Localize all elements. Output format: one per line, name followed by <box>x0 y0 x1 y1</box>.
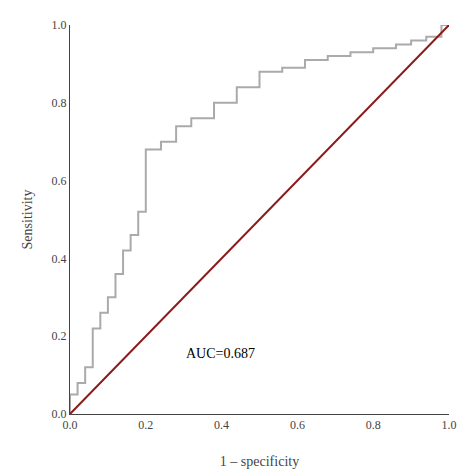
svg-text:0.4: 0.4 <box>214 418 229 432</box>
svg-text:0.2: 0.2 <box>52 329 67 343</box>
svg-text:0.0: 0.0 <box>52 407 67 421</box>
svg-text:0.8: 0.8 <box>52 96 67 110</box>
svg-text:0.2: 0.2 <box>138 418 153 432</box>
svg-text:0.4: 0.4 <box>52 252 67 266</box>
svg-text:Sensitivity: Sensitivity <box>20 190 35 250</box>
svg-text:1.0: 1.0 <box>442 418 457 432</box>
svg-text:0.6: 0.6 <box>290 418 305 432</box>
svg-text:0.6: 0.6 <box>52 174 67 188</box>
svg-text:0.0: 0.0 <box>63 418 78 432</box>
svg-text:1 – specificity: 1 – specificity <box>220 454 299 469</box>
svg-text:AUC=0.687: AUC=0.687 <box>186 346 255 361</box>
svg-text:1.0: 1.0 <box>52 18 67 32</box>
svg-text:0.8: 0.8 <box>366 418 381 432</box>
